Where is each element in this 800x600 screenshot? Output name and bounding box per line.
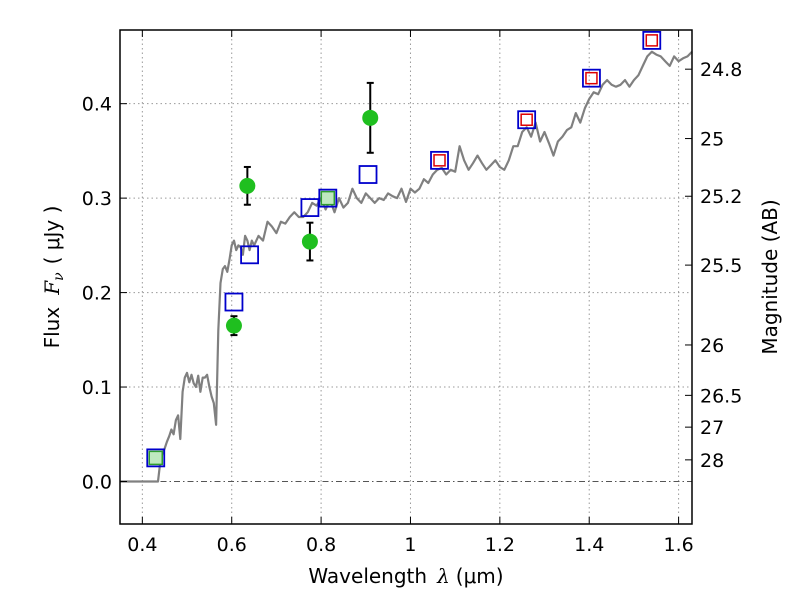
- observed-point: [225, 317, 242, 334]
- model-box-inner-green: [148, 450, 163, 466]
- y2-axis-ticks: 24.8 25 25.2 25.5 26 26.5 27 28: [685, 59, 742, 472]
- y2-tick-label: 26.5: [700, 385, 742, 407]
- y-axis-title-prefix: Flux: [40, 307, 64, 349]
- y-tick-label: 0.1: [82, 377, 112, 399]
- model-box: [582, 68, 601, 88]
- y2-tick-label: 24.8: [700, 59, 742, 81]
- model-box: [642, 30, 662, 50]
- observed-point: [362, 109, 379, 126]
- model-box-inner-red: [585, 71, 598, 85]
- x-axis-title-unit: (μm): [456, 564, 504, 588]
- y-tick-label: 0.2: [82, 283, 112, 305]
- y-axis-ticks: 0.0 0.1 0.2 0.3 0.4: [82, 94, 127, 493]
- y2-tick-label: 26: [700, 335, 724, 357]
- y-axis-title: Flux Fν ( μJy ): [40, 206, 67, 349]
- x-axis-title-prefix: Wavelength: [308, 564, 427, 588]
- y2-tick-label: 25.2: [700, 186, 742, 208]
- y-axis-title-subscript: ν: [51, 272, 67, 281]
- y-tick-label: 0.3: [82, 188, 112, 210]
- x-tick-label: 1.6: [663, 534, 693, 556]
- model-photometry-layer: [146, 30, 662, 468]
- y2-tick-label: 25: [700, 129, 724, 151]
- model-box: [318, 188, 338, 208]
- model-box: [517, 110, 537, 130]
- x-tick-label: 1.4: [574, 534, 604, 556]
- y-tick-label: 0.4: [82, 94, 112, 116]
- x-axis-title-symbol: λ: [436, 564, 450, 588]
- model-box-inner-green: [320, 190, 336, 206]
- x-axis-ticks: 0.4 0.6 0.8 1 1.2 1.4 1.6: [127, 30, 694, 556]
- x-tick-label: 1.2: [485, 534, 515, 556]
- model-box: [300, 198, 320, 217]
- observed-point: [239, 177, 256, 194]
- x-tick-label: 0.8: [306, 534, 336, 556]
- model-box: [358, 165, 378, 184]
- model-box: [240, 245, 259, 265]
- y-axis-title-symbol: F: [40, 280, 64, 296]
- model-spectrum-layer: [120, 50, 693, 483]
- model-box: [224, 292, 244, 312]
- observed-photometry-layer: [225, 81, 379, 337]
- x-axis-title: Wavelength λ (μm): [308, 564, 503, 588]
- observed-point: [301, 233, 318, 250]
- plot-frame: [119, 29, 693, 525]
- y2-tick-label: 28: [700, 450, 724, 472]
- y2-tick-label: 27: [700, 417, 724, 439]
- model-box-inner-red: [433, 154, 446, 167]
- y-axis-title-unit: ( μJy ): [40, 206, 64, 265]
- model-box-inner-red: [645, 34, 659, 47]
- y-tick-label: 0.0: [82, 471, 112, 493]
- model-box: [146, 448, 166, 468]
- x-tick-label: 0.4: [127, 534, 157, 556]
- model-spectrum-line: [120, 50, 693, 483]
- y2-axis-title: Magnitude (AB): [758, 199, 782, 354]
- x-tick-label: 1: [404, 534, 416, 556]
- model-box: [430, 150, 449, 170]
- y2-tick-label: 25.5: [700, 255, 742, 277]
- model-box-inner-red: [520, 113, 533, 126]
- x-tick-label: 0.6: [217, 534, 247, 556]
- grid: [120, 30, 692, 524]
